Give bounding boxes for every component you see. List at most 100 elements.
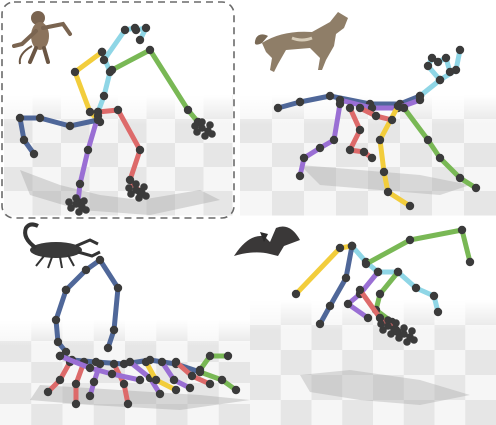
monkey-right-arm xyxy=(107,45,203,127)
wolf-head xyxy=(423,53,445,85)
bone xyxy=(109,371,143,383)
joint xyxy=(392,319,400,327)
joint xyxy=(441,53,451,63)
joint xyxy=(183,105,193,115)
monkey-right-foot xyxy=(125,180,150,202)
wolf-hind-leg-right xyxy=(345,103,377,163)
joint xyxy=(113,105,123,115)
joint xyxy=(395,334,403,342)
joint xyxy=(433,307,443,317)
scorpion-leg-8 xyxy=(171,357,215,389)
joint xyxy=(345,103,355,113)
joint xyxy=(53,337,63,347)
floor-bird xyxy=(250,300,496,425)
joint xyxy=(99,55,109,65)
bone xyxy=(357,287,383,321)
monkey-head-top xyxy=(131,23,151,45)
bone xyxy=(115,107,143,153)
joint xyxy=(325,301,335,311)
wolf-hip xyxy=(355,103,397,125)
scorpion-claw-right xyxy=(195,351,233,375)
joint xyxy=(107,369,117,379)
bone xyxy=(327,275,349,309)
joint xyxy=(295,97,305,107)
joint xyxy=(206,121,214,129)
joint xyxy=(411,283,421,293)
joint xyxy=(291,289,301,299)
joint xyxy=(171,357,181,367)
joint xyxy=(151,375,161,385)
joint xyxy=(403,338,411,346)
joint xyxy=(75,179,85,189)
joint xyxy=(55,375,65,385)
joint xyxy=(383,187,393,197)
monkey-tail xyxy=(15,113,103,159)
joint xyxy=(99,91,109,101)
monkey-left-foot xyxy=(65,194,90,216)
joint xyxy=(157,357,167,367)
joint xyxy=(141,357,151,367)
bone xyxy=(437,155,463,181)
joint xyxy=(433,57,443,67)
joint xyxy=(140,183,148,191)
joint xyxy=(405,201,415,211)
joint xyxy=(65,198,73,206)
joint xyxy=(415,91,425,101)
joint xyxy=(355,103,365,113)
joint xyxy=(217,375,227,385)
joint xyxy=(205,351,215,361)
joint xyxy=(355,285,365,295)
bird-right-wing xyxy=(361,225,475,269)
bird-left-wing-inner xyxy=(315,241,357,329)
joint xyxy=(35,113,45,123)
joint xyxy=(429,291,439,301)
joint xyxy=(193,128,201,136)
joint xyxy=(125,184,133,192)
monkey-thumbnail xyxy=(12,11,72,65)
joint xyxy=(120,25,130,35)
joint xyxy=(29,149,39,159)
bone xyxy=(401,105,431,143)
joint xyxy=(81,265,91,275)
joint xyxy=(187,371,197,381)
joint xyxy=(205,379,215,389)
joint xyxy=(435,75,445,85)
wolf-neck xyxy=(415,45,465,101)
joint xyxy=(95,359,105,369)
bone xyxy=(377,269,401,297)
scorpion-leg-3 xyxy=(85,359,105,401)
joint xyxy=(71,379,81,389)
joint xyxy=(408,327,416,335)
joint xyxy=(341,273,351,283)
joint xyxy=(19,135,29,145)
joint xyxy=(359,147,369,157)
joint xyxy=(191,122,199,130)
joint xyxy=(135,194,143,202)
joint xyxy=(335,243,345,253)
joint xyxy=(83,145,93,155)
bone xyxy=(127,359,153,381)
joint xyxy=(315,319,325,329)
joint xyxy=(132,180,140,188)
joint xyxy=(387,115,397,125)
bone xyxy=(111,285,121,333)
joint xyxy=(135,145,145,155)
joint xyxy=(135,35,145,45)
wolf-hind-leg-left xyxy=(295,99,345,181)
joint xyxy=(145,45,155,55)
bone xyxy=(127,147,143,183)
bird-thumbnail xyxy=(234,226,300,256)
highlight-frame xyxy=(1,1,235,219)
floor-scorpion xyxy=(0,320,251,425)
joint xyxy=(347,241,357,251)
joint xyxy=(127,190,135,198)
scorpion-thumbnail xyxy=(23,222,101,269)
joint xyxy=(85,363,95,373)
joint xyxy=(384,316,392,324)
joint xyxy=(15,113,25,123)
joint xyxy=(119,379,129,389)
joint xyxy=(51,315,61,325)
joint xyxy=(445,67,455,77)
joint xyxy=(155,389,165,399)
joint xyxy=(329,135,339,145)
